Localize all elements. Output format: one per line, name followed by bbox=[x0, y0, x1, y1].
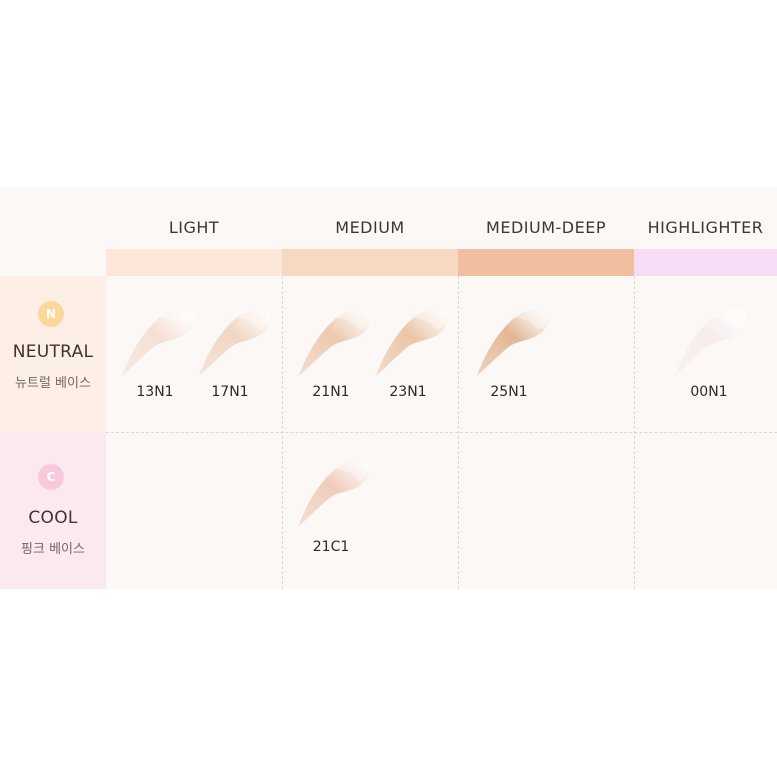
swatch-13n1 bbox=[119, 306, 197, 380]
column-header-highlighter: HIGHLIGHTER bbox=[647, 218, 764, 237]
swatch-23n1 bbox=[373, 306, 451, 380]
swatch-00n1 bbox=[672, 306, 750, 380]
shade-label-13n1: 13N1 bbox=[136, 384, 174, 400]
shade-label-17n1: 17N1 bbox=[211, 384, 249, 400]
column-header-medium: MEDIUM bbox=[335, 218, 405, 237]
row-header-neutral: N NEUTRAL 뉴트럴 베이스 bbox=[0, 276, 106, 432]
swatch-21c1 bbox=[295, 457, 373, 531]
shade-label-00n1: 00N1 bbox=[690, 384, 728, 400]
cool-badge: C bbox=[38, 464, 64, 490]
shade-label-25n1: 25N1 bbox=[490, 384, 528, 400]
cool-title: COOL bbox=[28, 508, 78, 528]
shade-label-23n1: 23N1 bbox=[389, 384, 427, 400]
neutral-title: NEUTRAL bbox=[12, 342, 94, 362]
column-header-light: LIGHT bbox=[168, 218, 220, 237]
column-bar-medium bbox=[282, 249, 458, 276]
shade-chart: LIGHT MEDIUM MEDIUM-DEEP HIGHLIGHTER N N… bbox=[0, 187, 777, 589]
grid-divider bbox=[106, 432, 777, 433]
column-header-medium-deep: MEDIUM-DEEP bbox=[486, 218, 606, 237]
shade-label-21c1: 21C1 bbox=[312, 539, 350, 555]
neutral-subtitle: 뉴트럴 베이스 bbox=[15, 376, 91, 391]
column-bar-medium-deep bbox=[458, 249, 634, 276]
column-bar-highlighter bbox=[634, 249, 777, 276]
cool-subtitle: 핑크 베이스 bbox=[21, 542, 85, 557]
neutral-badge: N bbox=[38, 301, 64, 327]
swatch-17n1 bbox=[196, 306, 274, 380]
column-bar-light bbox=[106, 249, 282, 276]
shade-label-21n1: 21N1 bbox=[312, 384, 350, 400]
swatch-21n1 bbox=[296, 306, 374, 380]
row-header-cool: C COOL 핑크 베이스 bbox=[0, 432, 106, 589]
swatch-25n1 bbox=[474, 306, 552, 380]
